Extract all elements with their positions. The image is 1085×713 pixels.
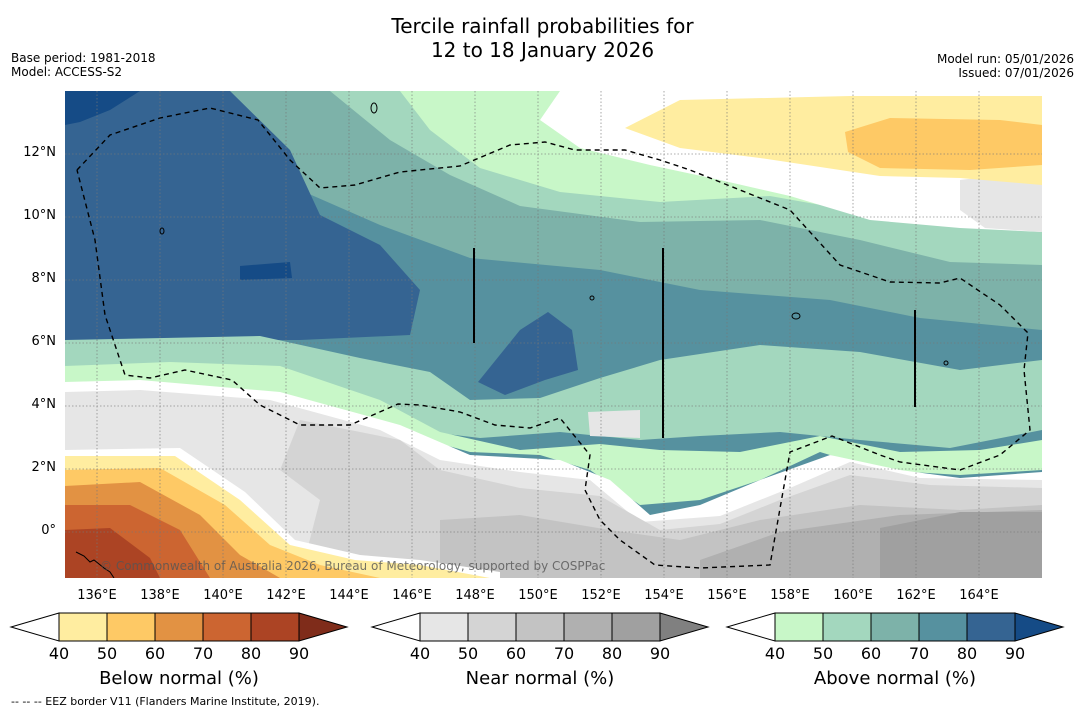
lat-label-2n: 2°N bbox=[31, 460, 57, 475]
lon-label-158e: 158°E bbox=[770, 588, 810, 603]
cb-near-title: Near normal (%) bbox=[465, 668, 615, 689]
cb-above-title: Above normal (%) bbox=[813, 668, 977, 689]
cb-below-tick-90: 90 bbox=[288, 644, 310, 663]
above-60-south-band bbox=[65, 336, 1042, 448]
above-80-west bbox=[65, 91, 420, 345]
cb-below-tick-50: 50 bbox=[96, 644, 118, 663]
lon-label-160e: 160°E bbox=[833, 588, 873, 603]
lon-label-162e: 162°E bbox=[896, 588, 936, 603]
cb-below-tick-40: 40 bbox=[48, 644, 70, 663]
lat-label-10n: 10°N bbox=[23, 208, 56, 223]
colorbar-above bbox=[725, 612, 1065, 642]
map-title: Tercile rainfall probabilities for 12 to… bbox=[0, 14, 1085, 62]
colorbar-below bbox=[9, 612, 349, 642]
above-90-northwest bbox=[65, 91, 140, 125]
near-40-patch bbox=[588, 410, 640, 438]
lon-label-148e: 148°E bbox=[455, 588, 495, 603]
cb-near-tick-90: 90 bbox=[649, 644, 671, 663]
lon-label-154e: 154°E bbox=[644, 588, 684, 603]
near-40-northeast bbox=[960, 170, 1042, 232]
map-field: © Commonwealth of Australia 2026, Bureau… bbox=[65, 91, 1042, 578]
cb-near-tick-60: 60 bbox=[505, 644, 527, 663]
near-80-southeast bbox=[880, 512, 1042, 578]
model-run: Model run: 05/01/2026 bbox=[936, 52, 1074, 66]
lat-label-4n: 4°N bbox=[31, 397, 57, 412]
copyright-text: © Commonwealth of Australia 2026, Bureau… bbox=[100, 559, 605, 573]
above-50-south-band bbox=[65, 362, 1042, 505]
lat-label-8n: 8°N bbox=[31, 271, 57, 286]
gridlines bbox=[65, 91, 1042, 578]
cb-below-tick-70: 70 bbox=[192, 644, 214, 663]
lat-label-6n: 6°N bbox=[31, 334, 57, 349]
lon-label-140e: 140°E bbox=[203, 588, 243, 603]
cb-near-tick-80: 80 bbox=[601, 644, 623, 663]
cb-above-tick-80: 80 bbox=[956, 644, 978, 663]
below-50-north bbox=[845, 118, 1042, 170]
cb-near-tick-50: 50 bbox=[457, 644, 479, 663]
cb-above-tick-70: 70 bbox=[908, 644, 930, 663]
title-line-1: Tercile rainfall probabilities for bbox=[391, 14, 694, 38]
lon-label-156e: 156°E bbox=[707, 588, 747, 603]
meta-right: Model run: 05/01/2026 Issued: 07/01/2026 bbox=[937, 52, 1074, 80]
issued-date: Issued: 07/01/2026 bbox=[958, 66, 1074, 80]
above-80-central bbox=[478, 312, 578, 395]
lon-label-146e: 146°E bbox=[392, 588, 432, 603]
lon-label-144e: 144°E bbox=[329, 588, 369, 603]
cb-near-tick-40: 40 bbox=[409, 644, 431, 663]
lat-label-12n: 12°N bbox=[23, 145, 56, 160]
lat-label-0: 0° bbox=[41, 523, 56, 538]
above-90-west-patch bbox=[240, 262, 292, 280]
model-name: Model: ACCESS-S2 bbox=[11, 65, 123, 79]
lon-label-138e: 138°E bbox=[140, 588, 180, 603]
cb-near-tick-70: 70 bbox=[553, 644, 575, 663]
lon-label-136e: 136°E bbox=[77, 588, 117, 603]
island-markers bbox=[473, 248, 916, 438]
cb-above-tick-50: 50 bbox=[812, 644, 834, 663]
below-80-southwest bbox=[65, 528, 160, 578]
cb-below-tick-60: 60 bbox=[144, 644, 166, 663]
title-line-2: 12 to 18 January 2026 bbox=[430, 38, 655, 62]
lon-label-150e: 150°E bbox=[518, 588, 558, 603]
lon-label-142e: 142°E bbox=[266, 588, 306, 603]
colorbar-near bbox=[370, 612, 710, 642]
cb-below-title: Below normal (%) bbox=[99, 668, 259, 689]
cb-above-tick-60: 60 bbox=[860, 644, 882, 663]
lon-label-164e: 164°E bbox=[959, 588, 999, 603]
coastline-dots bbox=[75, 102, 949, 578]
eez-border-lines bbox=[76, 107, 1031, 569]
cb-above-tick-40: 40 bbox=[764, 644, 786, 663]
eez-footnote: -- -- -- EEZ border V11 (Flanders Marine… bbox=[11, 695, 320, 708]
meta-left: Base period: 1981-2018 Model: ACCESS-S2 bbox=[11, 51, 156, 79]
cb-above-tick-90: 90 bbox=[1004, 644, 1026, 663]
base-period: Base period: 1981-2018 bbox=[11, 51, 156, 65]
lon-label-152e: 152°E bbox=[581, 588, 621, 603]
cb-below-tick-80: 80 bbox=[240, 644, 262, 663]
